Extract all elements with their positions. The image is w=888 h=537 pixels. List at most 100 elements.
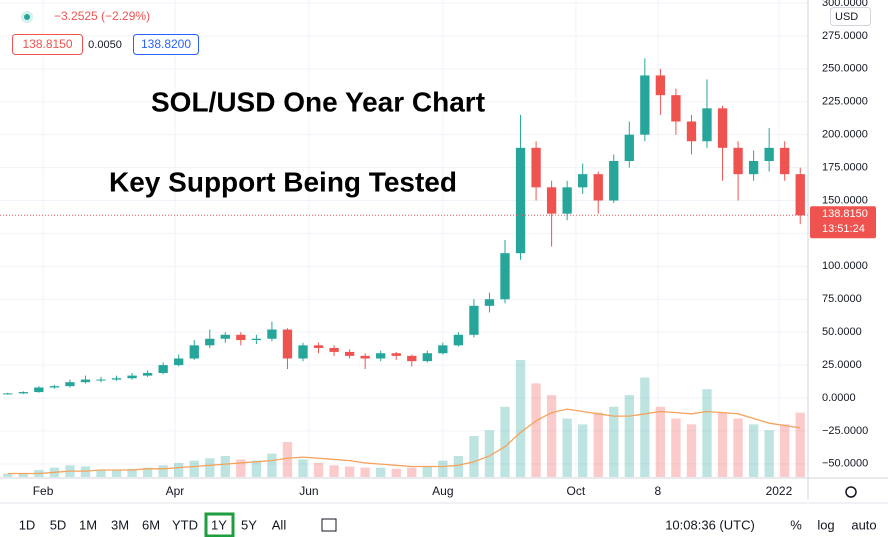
volume-bar (96, 469, 106, 477)
volume-bar (18, 473, 28, 477)
volume-bar (484, 430, 495, 477)
volume-bar (671, 418, 681, 477)
candle-body (251, 338, 262, 341)
volume-bar (158, 465, 168, 477)
candle-body (717, 108, 728, 148)
candle-body (96, 379, 106, 381)
candle-body (376, 353, 386, 359)
volume-bar (376, 467, 386, 477)
candle-body (298, 345, 308, 359)
candle-body (189, 345, 199, 359)
y-tick-label: 25.0000 (822, 359, 862, 371)
chart-title: SOL/USD One Year Chart (151, 86, 485, 117)
volume-bar (220, 455, 230, 477)
x-tick-label: 2022 (766, 484, 793, 498)
y-tick-label: 0.0000 (822, 392, 856, 404)
candle-body (593, 174, 603, 201)
candle-body (205, 338, 215, 346)
volume-bar (360, 467, 370, 477)
volume-bar (764, 430, 774, 477)
settings-icon[interactable] (845, 486, 857, 498)
volume-bar (780, 424, 790, 477)
ask[interactable]: 138.8200 (141, 37, 191, 51)
bid[interactable]: 138.8150 (22, 37, 72, 51)
volume-bar (298, 459, 308, 477)
x-tick-label: Oct (567, 484, 586, 498)
volume-ma-line (7, 408, 801, 475)
range-button[interactable]: 1Y (211, 517, 227, 532)
volume-bar (795, 412, 805, 477)
candle-body (407, 355, 417, 362)
range-button[interactable]: 6M (142, 517, 160, 532)
candle-body (127, 375, 137, 379)
scale-option[interactable]: auto (851, 517, 876, 532)
scale-option[interactable]: log (817, 517, 834, 532)
countdown: 13:51:24 (822, 223, 865, 235)
volume-bar (329, 465, 339, 477)
spread: 0.0050 (88, 39, 122, 51)
ask-box[interactable] (133, 34, 199, 55)
candle-body (546, 187, 557, 214)
y-tick-label: 200.0000 (822, 129, 868, 141)
candle-body (220, 334, 230, 339)
volume-bar (422, 466, 432, 477)
volume-bar (609, 406, 619, 477)
currency[interactable]: USD (835, 11, 858, 23)
volume-bar (515, 360, 526, 477)
candle-body (174, 358, 184, 366)
volume-bar (189, 460, 199, 477)
range-button[interactable]: 5D (50, 517, 67, 532)
y-tick-label: 300.0000 (822, 0, 868, 9)
active-range-box (204, 512, 235, 537)
volume-bar (438, 460, 448, 477)
range-button[interactable]: 5Y (241, 517, 257, 532)
scale-option[interactable]: % (790, 517, 802, 532)
candle-body (500, 253, 510, 300)
bid-box[interactable] (12, 34, 83, 55)
volume-bar (313, 462, 324, 477)
range-button[interactable]: 3M (111, 517, 129, 532)
volume-bar (391, 468, 401, 477)
volume-bar (205, 458, 215, 477)
candle-body (80, 379, 91, 383)
volume-bar (251, 460, 262, 477)
volume-bar (733, 418, 743, 477)
volume-bar (142, 467, 153, 477)
candle-body (438, 345, 448, 354)
candle-body (655, 75, 666, 96)
candle-body (360, 355, 370, 359)
candle-body (531, 147, 541, 188)
y-tick-label: 100.0000 (822, 260, 868, 272)
status-icon (24, 14, 30, 20)
range-button[interactable]: 1D (19, 517, 36, 532)
volume-bar (282, 441, 293, 477)
volume-bar (3, 473, 13, 477)
volume-bar (500, 406, 510, 477)
candle-body (780, 147, 790, 175)
x-tick-label: Apr (166, 484, 185, 498)
candle-body (702, 108, 712, 142)
range-button[interactable]: YTD (172, 517, 198, 532)
last-price-box (810, 206, 876, 239)
candle-body (733, 147, 743, 175)
currency-select[interactable] (830, 7, 871, 26)
volume-bar (236, 459, 246, 477)
volume-bar (546, 395, 557, 477)
candle-body (282, 329, 293, 359)
range-button[interactable]: 1M (79, 517, 97, 532)
toolbar: 1D 5D 1M 3M 6M YTD 1Y 5Y All% log auto (19, 512, 877, 537)
candle-body (562, 187, 572, 214)
candle-body (236, 334, 246, 341)
range-button[interactable]: All (272, 517, 287, 532)
volume-bar (531, 383, 541, 477)
candle-body (34, 387, 44, 393)
candle-body (640, 75, 650, 135)
grid (0, 0, 808, 477)
candle-body (422, 353, 432, 362)
volume-bar (624, 395, 634, 477)
candle-body (142, 372, 153, 376)
y-tick-label: 225.0000 (822, 96, 868, 108)
volume-bar (702, 389, 712, 477)
compare-icon[interactable] (321, 518, 337, 532)
